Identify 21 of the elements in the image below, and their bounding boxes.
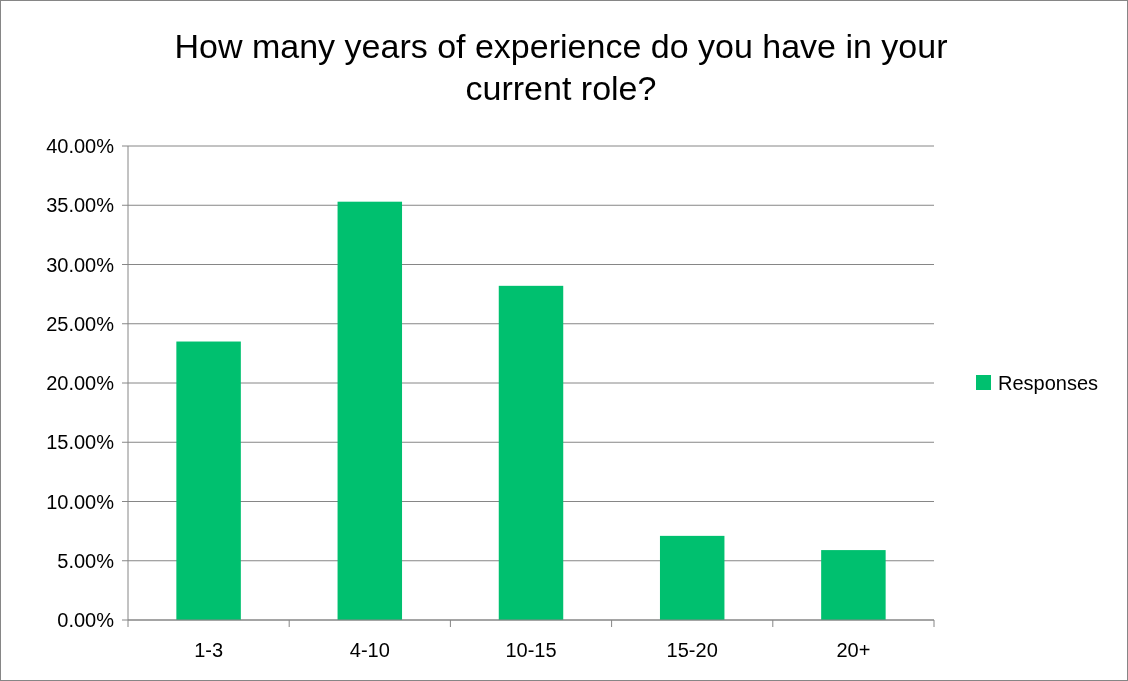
y-tick-label: 5.00%	[57, 549, 115, 572]
bar	[821, 550, 886, 620]
chart-title: How many years of experience do you have in your current role?	[174, 27, 948, 107]
y-tick-label: 25.00%	[46, 312, 115, 335]
y-tick-label: 0.00%	[57, 609, 115, 631]
y-tick-label: 15.00%	[46, 431, 115, 454]
y-tick-label: 35.00%	[46, 194, 115, 217]
bar	[337, 201, 403, 620]
bar	[176, 341, 241, 620]
bar	[659, 535, 725, 620]
x-tick-label: 4-10	[349, 639, 390, 661]
x-tick-label: 20+	[836, 639, 871, 661]
legend-label: Responses	[998, 372, 1099, 394]
y-tick-label: 40.00%	[46, 135, 115, 157]
x-tick-label: 15-20	[666, 639, 718, 661]
x-tick-label: 10-15	[505, 639, 557, 661]
bar	[498, 285, 564, 620]
y-tick-label: 10.00%	[46, 490, 115, 513]
x-tick-label: 1-3	[194, 639, 224, 661]
y-tick-label: 30.00%	[46, 253, 115, 276]
y-tick-label: 20.00%	[46, 372, 115, 394]
